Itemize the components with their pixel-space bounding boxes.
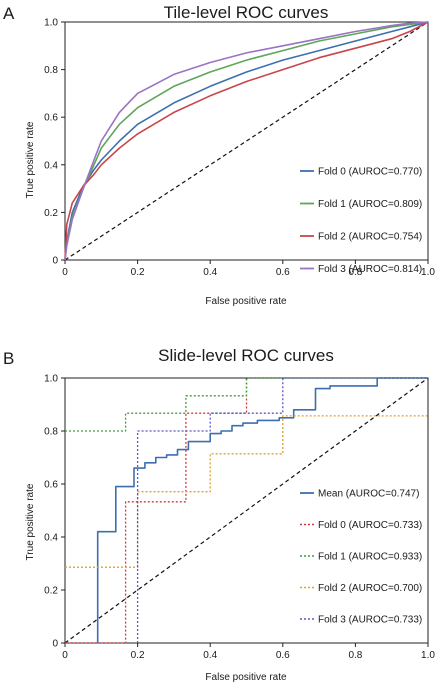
panel-a-title: Tile-level ROC curves [164,3,329,22]
y-tick-label: 0.6 [44,113,58,124]
legend-label-2: Fold 1 (AUROC=0.933) [318,552,422,563]
y-tick-label: 0.8 [44,65,58,76]
x-tick-label: 0 [62,650,68,661]
panel-b: B Slide-level ROC curves False positive … [3,346,435,683]
panel-a-letter: A [3,4,15,23]
chance-diagonal-line [64,21,429,261]
plot-frame [64,377,429,644]
x-tick-label: 0.8 [348,267,362,278]
y-tick-label: 1.0 [44,18,58,29]
x-tick-label: 1.0 [421,650,435,661]
x-tick-label: 0.8 [348,650,362,661]
y-tick-label: 0 [52,256,58,267]
y-tick-label: 0.2 [44,586,58,597]
panel-b-legend: Mean (AUROC=0.747) Fold 0 (AUROC=0.733) Fo… [300,489,422,626]
legend-label-0: Fold 0 (AUROC=0.770) [318,167,422,178]
legend-label-4: Fold 3 (AUROC=0.733) [318,615,422,626]
y-tick-label: 0 [52,639,58,650]
panel-b-letter: B [3,349,14,368]
y-tick-label: 0.8 [44,427,58,438]
legend-label-3: Fold 3 (AUROC=0.814) [318,264,422,275]
series-line-4 [136,377,428,643]
panel-a-x-axis-label: False positive rate [205,296,287,307]
x-tick-label: 0.4 [203,267,217,278]
y-tick-label: 0.4 [44,533,58,544]
series-line-0 [96,377,428,643]
y-tick-label: 0.2 [44,208,58,219]
y-tick-label: 0.4 [44,160,58,171]
panel-b-axes: 0 0.2 0.4 0.6 0.8 1.0 0 0.2 0.4 0.6 0.8 1.0 [44,374,435,662]
panel-b-x-axis-label: False positive rate [205,672,287,683]
x-tick-label: 0.6 [276,650,290,661]
panel-b-plot-area [64,377,429,644]
legend-label-1: Fold 1 (AUROC=0.809) [318,199,422,210]
panel-b-title: Slide-level ROC curves [158,346,334,365]
legend-label-3: Fold 2 (AUROC=0.700) [318,583,422,594]
legend-label-0: Mean (AUROC=0.747) [318,489,419,500]
x-tick-label: 0.2 [131,650,145,661]
legend-label-1: Fold 0 (AUROC=0.733) [318,520,422,531]
legend-label-2: Fold 2 (AUROC=0.754) [318,232,422,243]
x-tick-label: 0.6 [276,267,290,278]
x-tick-label: 1.0 [421,267,435,278]
plot-frame [64,21,429,261]
y-tick-label: 1.0 [44,374,58,385]
panel-a-y-axis-label: True positive rate [25,121,36,198]
series-line-0 [64,21,429,261]
x-tick-label: 0 [62,267,68,278]
series-line-2 [64,21,429,261]
panel-a-plot-area [64,21,429,261]
panel-a-legend: Fold 0 (AUROC=0.770) Fold 1 (AUROC=0.809)… [300,167,422,275]
chance-diagonal-line [64,377,429,644]
panel-a-axes: 0 0.2 0.4 0.6 0.8 1.0 0 0.2 0.4 0.6 0.8 1.0 [44,18,435,279]
panel-a: A Tile-level ROC curves False positive r… [3,3,435,307]
y-tick-label: 0.6 [44,480,58,491]
x-tick-label: 0.4 [203,650,217,661]
series-line-3 [64,21,429,261]
panel-b-y-axis-label: True positive rate [25,483,36,560]
x-tick-label: 0.2 [131,267,145,278]
